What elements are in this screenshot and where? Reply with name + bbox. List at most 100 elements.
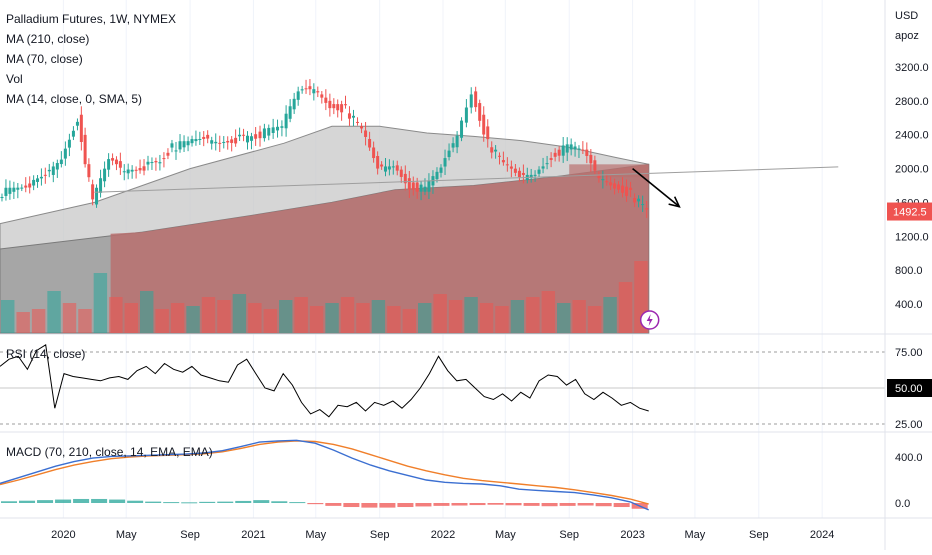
- macd-histogram-bar[interactable]: [271, 501, 288, 503]
- candle-body[interactable]: [107, 159, 111, 170]
- rsi-line[interactable]: [0, 343, 649, 418]
- macd-histogram-bar[interactable]: [451, 503, 468, 506]
- candle-body[interactable]: [178, 141, 182, 150]
- candle-body[interactable]: [0, 196, 4, 199]
- candle-body[interactable]: [460, 120, 464, 138]
- candle-body[interactable]: [537, 169, 541, 174]
- candle-body[interactable]: [419, 184, 423, 192]
- candle-body[interactable]: [439, 167, 443, 173]
- vol-legend[interactable]: Vol: [6, 72, 23, 86]
- candle-body[interactable]: [641, 204, 645, 206]
- macd-title[interactable]: MACD (70, 210, close, 14, EMA, EMA): [6, 445, 213, 459]
- macd-histogram-bar[interactable]: [181, 502, 198, 504]
- candle-body[interactable]: [246, 135, 250, 143]
- macd-histogram-bar[interactable]: [253, 500, 270, 503]
- time-tick-label[interactable]: Sep: [749, 529, 769, 541]
- candle-body[interactable]: [637, 198, 641, 202]
- candle-body[interactable]: [447, 150, 451, 158]
- volume-bar[interactable]: [31, 309, 46, 333]
- volume-bar[interactable]: [433, 294, 447, 333]
- macd-histogram-bar[interactable]: [73, 498, 90, 503]
- ma14-legend[interactable]: MA (14, close, 0, SMA, 5): [6, 92, 143, 106]
- price-tick-label[interactable]: 2800.0: [895, 96, 929, 108]
- candle-body[interactable]: [517, 170, 521, 178]
- price-tick-label[interactable]: 2400.0: [895, 130, 929, 142]
- candle-body[interactable]: [214, 141, 218, 144]
- candle-body[interactable]: [545, 163, 549, 165]
- candle-body[interactable]: [605, 181, 609, 183]
- candle-body[interactable]: [194, 139, 198, 142]
- candle-body[interactable]: [320, 94, 324, 98]
- candle-body[interactable]: [146, 161, 150, 165]
- time-tick-label[interactable]: May: [116, 529, 137, 541]
- macd-tick-label[interactable]: 400.0: [895, 452, 923, 464]
- candle-body[interactable]: [464, 107, 468, 123]
- macd-histogram-bar[interactable]: [217, 501, 234, 503]
- volume-bar[interactable]: [572, 300, 586, 333]
- time-axis[interactable]: 2020 May Sep 2021 May Sep 2022 May Sep 2023 May Sep…: [51, 529, 834, 541]
- candle-body[interactable]: [226, 140, 230, 143]
- candle-body[interactable]: [20, 187, 24, 189]
- candle-body[interactable]: [87, 164, 91, 178]
- candle-body[interactable]: [55, 163, 59, 170]
- candle-body[interactable]: [262, 128, 266, 139]
- volume-bar[interactable]: [325, 303, 339, 333]
- candle-body[interactable]: [529, 174, 533, 178]
- last-price-badge[interactable]: [887, 202, 932, 221]
- candle-body[interactable]: [423, 186, 427, 192]
- candle-body[interactable]: [395, 165, 399, 171]
- candle-body[interactable]: [32, 179, 36, 186]
- candle-body[interactable]: [234, 137, 238, 144]
- candle-body[interactable]: [12, 187, 16, 192]
- candle-body[interactable]: [455, 135, 459, 148]
- volume-bar[interactable]: [387, 306, 401, 333]
- candle-body[interactable]: [451, 143, 455, 148]
- macd-histogram-bar[interactable]: [235, 500, 252, 503]
- candle-body[interactable]: [387, 166, 391, 170]
- candle-body[interactable]: [118, 161, 122, 168]
- price-tick-label[interactable]: 400.0: [895, 299, 923, 311]
- candle-body[interactable]: [190, 139, 194, 144]
- rsi-tick-label[interactable]: 25.00: [895, 419, 923, 431]
- candle-body[interactable]: [114, 159, 118, 165]
- macd-histogram-bar[interactable]: [325, 503, 342, 506]
- candle-body[interactable]: [601, 179, 605, 181]
- ma210-legend[interactable]: MA (210, close): [6, 32, 90, 46]
- macd-histogram-bar[interactable]: [145, 501, 162, 503]
- volume-bar[interactable]: [186, 306, 200, 333]
- candle-body[interactable]: [218, 142, 222, 144]
- candle-body[interactable]: [443, 158, 447, 167]
- macd-histogram-bar[interactable]: [91, 498, 108, 503]
- volume-bar[interactable]: [294, 297, 308, 333]
- candle-body[interactable]: [513, 168, 517, 173]
- candle-body[interactable]: [328, 100, 332, 109]
- price-tick-label[interactable]: 2000.0: [895, 164, 929, 176]
- candle-body[interactable]: [407, 178, 411, 190]
- candle-body[interactable]: [174, 150, 178, 152]
- candle-body[interactable]: [210, 140, 214, 144]
- macd-histogram-bar[interactable]: [163, 502, 180, 504]
- candle-body[interactable]: [645, 208, 649, 210]
- candle-body[interactable]: [59, 159, 63, 165]
- candle-body[interactable]: [249, 136, 253, 141]
- candle-body[interactable]: [585, 149, 589, 156]
- candle-body[interactable]: [130, 169, 134, 172]
- candle-body[interactable]: [292, 98, 296, 110]
- macd-histogram-bar[interactable]: [505, 503, 522, 506]
- candle-body[interactable]: [557, 149, 561, 156]
- candle-body[interactable]: [609, 182, 613, 186]
- candle-body[interactable]: [36, 178, 40, 182]
- time-tick-label[interactable]: 2020: [51, 529, 75, 541]
- candle-body[interactable]: [67, 139, 71, 148]
- volume-bar[interactable]: [217, 300, 231, 333]
- volume-bar[interactable]: [1, 300, 15, 333]
- volume-bar[interactable]: [47, 291, 61, 333]
- candle-body[interactable]: [111, 158, 115, 161]
- candle-body[interactable]: [142, 166, 146, 171]
- candle-body[interactable]: [166, 152, 170, 156]
- macd-histogram-bar[interactable]: [613, 503, 630, 508]
- candle-body[interactable]: [300, 89, 304, 91]
- volume-bar[interactable]: [526, 297, 540, 333]
- volume-bar[interactable]: [309, 306, 324, 333]
- candle-body[interactable]: [43, 174, 47, 176]
